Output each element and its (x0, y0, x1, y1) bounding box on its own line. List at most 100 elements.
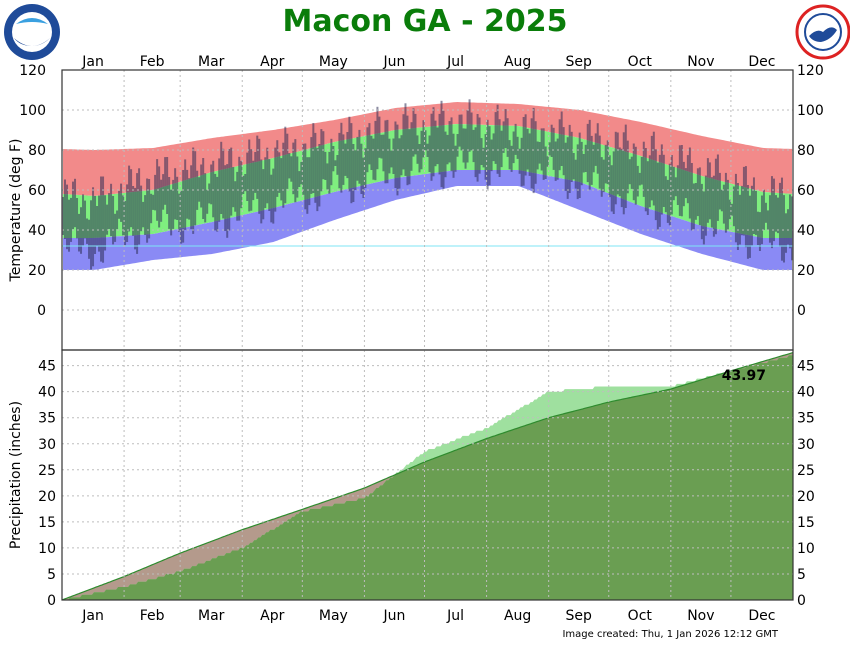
daily-temperature-bar (208, 183, 211, 204)
daily-temperature-bar (358, 129, 361, 184)
temp-tick-left: 0 (37, 303, 46, 319)
daily-temperature-bar (230, 147, 233, 216)
daily-temperature-bar (108, 193, 111, 229)
temp-tick-left: 80 (28, 143, 46, 159)
daily-temperature-bar (604, 144, 607, 184)
daily-temperature-bar (144, 195, 147, 235)
daily-temperature-bar (694, 183, 697, 220)
daily-temperature-bar (368, 123, 371, 165)
daily-temperature-bar (596, 123, 599, 174)
daily-temperature-bar (74, 178, 77, 228)
daily-temperature-bar (318, 144, 321, 207)
daily-temperature-bar (654, 149, 657, 221)
daily-temperature-bar (334, 160, 337, 166)
daily-temperature-bar (688, 147, 691, 219)
daily-temperature-bar (420, 130, 423, 170)
daily-temperature-bar (390, 150, 393, 168)
daily-temperature-bar (284, 126, 287, 204)
daily-temperature-bar (470, 112, 473, 151)
daily-temperature-bar (182, 170, 185, 243)
daily-temperature-bar (522, 117, 525, 186)
daily-temperature-bar (252, 160, 255, 201)
annual-total-label: 43.97 (722, 368, 766, 384)
daily-temperature-bar (240, 160, 243, 209)
daily-temperature-bar (482, 147, 485, 168)
daily-temperature-bar (678, 145, 681, 216)
daily-temperature-bar (748, 195, 751, 258)
daily-temperature-bar (306, 157, 309, 214)
precip-tick-left: 10 (38, 541, 56, 557)
daily-temperature-bar (494, 112, 497, 164)
daily-temperature-bar (350, 123, 353, 204)
daily-temperature-bar (408, 129, 411, 185)
daily-temperature-bar (676, 165, 679, 205)
daily-temperature-bar (556, 138, 559, 180)
temp-tick-left: 60 (28, 183, 46, 199)
daily-temperature-bar (552, 127, 555, 170)
image-created-text: Image created: Thu, 1 Jan 2026 12:12 GMT (562, 629, 778, 640)
daily-temperature-bar (480, 138, 483, 165)
daily-temperature-bar (186, 169, 189, 219)
daily-temperature-bar (264, 157, 267, 208)
daily-temperature-bar (452, 133, 455, 178)
daily-temperature-bar (154, 174, 157, 211)
temp-tick-left: 120 (19, 63, 46, 79)
daily-temperature-bar (490, 139, 493, 172)
daily-temperature-bar (116, 210, 119, 230)
daily-temperature-bar (518, 148, 521, 174)
daily-temperature-bar (138, 168, 141, 245)
daily-temperature-bar (166, 157, 169, 214)
daily-temperature-bar (468, 99, 471, 152)
temp-tick-left: 40 (28, 223, 46, 239)
temp-tick-right: 0 (797, 303, 806, 319)
daily-temperature-bar (104, 195, 107, 251)
daily-temperature-bar (340, 122, 343, 193)
daily-temperature-bar (194, 151, 197, 226)
daily-temperature-bar (300, 161, 303, 185)
daily-temperature-bar (436, 127, 439, 165)
daily-temperature-bar (432, 107, 435, 177)
daily-temperature-bar (308, 157, 311, 206)
daily-temperature-bar (698, 167, 701, 226)
daily-temperature-bar (686, 155, 689, 204)
daily-temperature-bar (462, 128, 465, 163)
month-label-top: Jul (446, 54, 464, 70)
daily-temperature-bar (268, 159, 271, 211)
daily-temperature-bars (62, 99, 793, 270)
record-high-band (63, 102, 792, 196)
daily-temperature-bar (584, 144, 587, 172)
daily-temperature-bar (342, 134, 345, 185)
daily-temperature-bar (714, 158, 717, 235)
daily-temperature-bar (288, 153, 291, 179)
daily-temperature-bar (204, 173, 207, 223)
daily-temperature-bar (558, 119, 561, 171)
daily-temperature-bar (190, 165, 193, 230)
daily-temperature-bar (118, 190, 121, 219)
daily-temperature-bar (662, 154, 665, 207)
precip-tick-left: 45 (38, 359, 56, 375)
daily-temperature-bar (614, 131, 617, 205)
daily-temperature-bar (564, 142, 567, 191)
precip-tick-right: 25 (797, 463, 815, 479)
daily-temperature-bar (734, 173, 737, 243)
daily-temperature-bar (126, 184, 129, 242)
daily-temperature-bar (362, 157, 365, 198)
daily-temperature-bar (82, 194, 85, 246)
daily-temperature-bar (292, 142, 295, 195)
daily-temperature-bar (266, 147, 269, 204)
daily-temperature-bar (396, 124, 399, 196)
daily-temperature-bar (750, 185, 753, 246)
precip-tick-left: 25 (38, 463, 56, 479)
daily-temperature-bar (670, 155, 673, 215)
daily-temperature-bar (508, 140, 511, 170)
daily-temperature-bar (732, 186, 735, 227)
month-label-top: Aug (504, 54, 531, 70)
precip-tick-left: 35 (38, 411, 56, 427)
daily-temperature-bar (66, 184, 69, 250)
daily-temperature-bar (582, 154, 585, 173)
month-label-bottom: May (319, 608, 348, 624)
daily-temperature-bar (372, 138, 375, 180)
daily-temperature-bar (378, 116, 381, 158)
temp-tick-right: 60 (797, 183, 815, 199)
daily-temperature-bar (520, 137, 523, 187)
